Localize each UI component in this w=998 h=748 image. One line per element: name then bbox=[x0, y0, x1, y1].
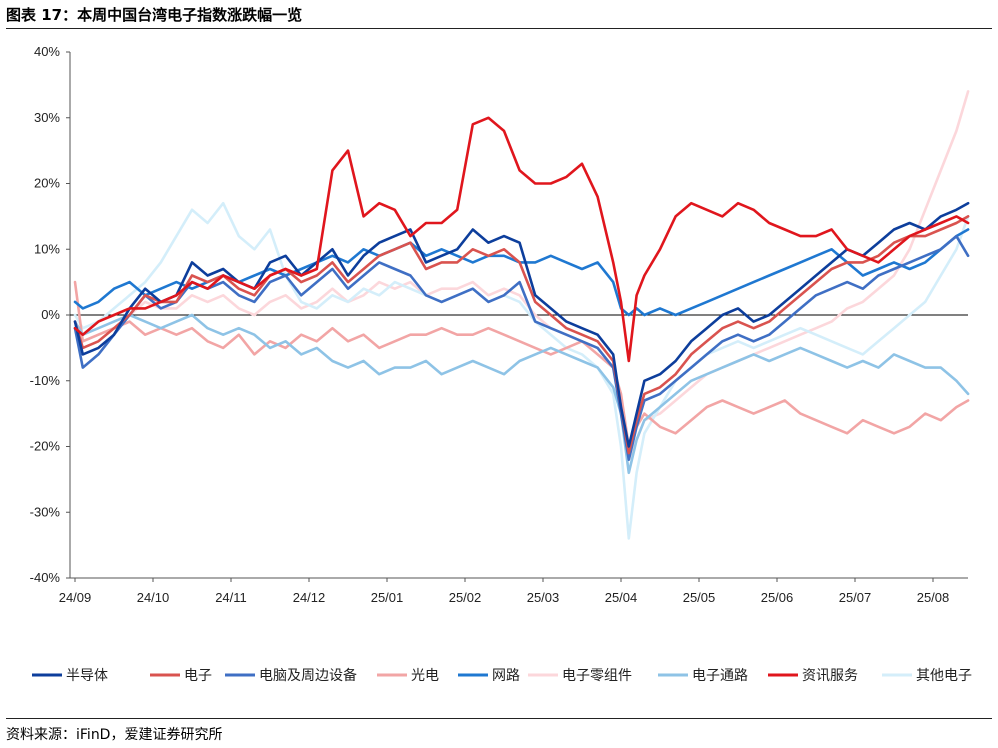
x-tick-label: 25/02 bbox=[449, 590, 482, 605]
x-tick-label: 24/11 bbox=[215, 590, 247, 605]
y-tick-label: -40% bbox=[30, 570, 61, 585]
y-tick-label: 10% bbox=[34, 241, 60, 256]
legend-label: 网路 bbox=[492, 668, 520, 684]
x-tick-label: 25/05 bbox=[683, 590, 716, 605]
y-tick-label: -30% bbox=[30, 504, 61, 519]
series-line-3 bbox=[73, 234, 970, 462]
legend-label: 资讯服务 bbox=[802, 668, 858, 684]
legend-label: 电子 bbox=[184, 668, 212, 684]
x-tick-label: 25/03 bbox=[527, 590, 560, 605]
bottom-rule bbox=[6, 718, 992, 719]
series-line-8 bbox=[73, 116, 970, 363]
x-tick-label: 24/09 bbox=[59, 590, 92, 605]
series-line-7 bbox=[73, 313, 970, 475]
top-rule bbox=[6, 28, 992, 29]
page-title: 图表 17：本周中国台湾电子指数涨跌幅一览 bbox=[6, 6, 303, 24]
y-tick-label: 30% bbox=[34, 110, 60, 125]
x-tick-label: 25/08 bbox=[917, 590, 950, 605]
series-line-4 bbox=[73, 280, 970, 448]
y-axis-labels: 40% 30% 20% 10% 0% -10% -20% -30% -40% bbox=[30, 44, 61, 585]
line-chart: 40% 30% 20% 10% 0% -10% -20% -30% -40% 24/09 24/1… bbox=[30, 44, 972, 684]
x-tick-label: 24/12 bbox=[293, 590, 326, 605]
legend-label: 电子零组件 bbox=[562, 668, 632, 684]
x-tick-label: 24/10 bbox=[137, 590, 170, 605]
y-tick-label: 0% bbox=[41, 307, 60, 322]
source-note: 资料来源：iFinD，爱建证券研究所 bbox=[6, 727, 223, 743]
y-tick-label: -20% bbox=[30, 439, 61, 454]
y-tick-label: 20% bbox=[34, 176, 60, 191]
x-tick-label: 25/06 bbox=[761, 590, 794, 605]
legend-label: 电脑及周边设备 bbox=[259, 667, 357, 684]
x-tick-label: 25/04 bbox=[605, 590, 638, 605]
axes bbox=[66, 51, 968, 582]
legend-label: 半导体 bbox=[66, 668, 108, 684]
series-lines bbox=[73, 90, 970, 540]
legend-label: 其他电子 bbox=[916, 668, 972, 684]
legend-label: 光电 bbox=[411, 668, 439, 684]
y-tick-label: -10% bbox=[30, 373, 61, 388]
x-axis-labels: 24/09 24/10 24/11 24/12 25/01 25/02 25/03 25/04… bbox=[59, 590, 950, 605]
series-line-6 bbox=[73, 90, 970, 462]
x-tick-label: 25/01 bbox=[371, 590, 404, 605]
x-tick-label: 25/07 bbox=[839, 590, 872, 605]
legend-label: 电子通路 bbox=[692, 668, 748, 684]
series-line-1 bbox=[73, 201, 970, 448]
legend: 半导体 电子 电脑及周边设备 光电 网路 电子零组件 电子通路 资讯服务 其他电子 bbox=[32, 667, 972, 684]
y-tick-label: 40% bbox=[34, 44, 60, 59]
